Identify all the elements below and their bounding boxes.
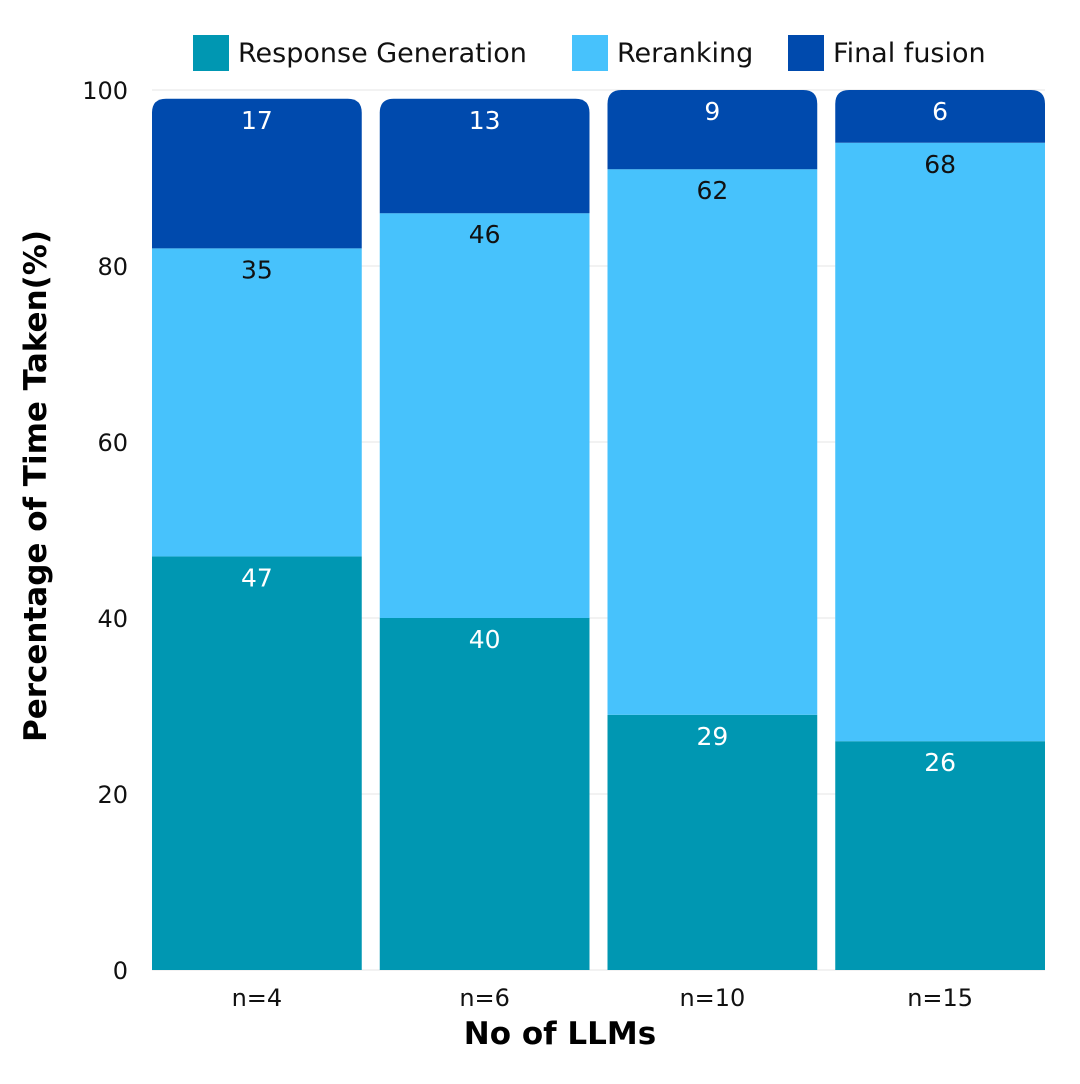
legend-swatch	[193, 35, 229, 71]
data-label: 9	[704, 97, 720, 126]
bar-segment	[835, 741, 1045, 970]
legend: Response Generation Reranking Final fusion	[193, 35, 986, 71]
bar-segment	[607, 714, 818, 970]
data-label: 40	[469, 625, 501, 654]
data-labels: 47 35 17 40 46 13 29 62 9 26 68 6	[241, 97, 956, 777]
y-tick-label: 100	[82, 77, 128, 105]
x-tick-label: n=6	[459, 984, 510, 1012]
data-label: 13	[469, 106, 501, 135]
x-tick-label: n=10	[679, 984, 745, 1012]
data-label: 68	[924, 150, 956, 179]
y-axis-title: Percentage of Time Taken(%)	[18, 230, 54, 742]
y-tick-label: 0	[113, 957, 128, 985]
legend-swatch	[788, 35, 824, 71]
y-tick-label: 80	[97, 253, 128, 281]
data-label: 62	[696, 176, 728, 205]
bars	[152, 90, 1045, 970]
y-tick-label: 60	[97, 429, 128, 457]
x-axis-ticks: n=4 n=6 n=10 n=15	[232, 984, 973, 1012]
bar-segment	[379, 213, 590, 618]
legend-label: Final fusion	[833, 38, 986, 69]
legend-label: Reranking	[617, 38, 753, 69]
legend-label: Response Generation	[238, 38, 527, 69]
bar-segment	[607, 169, 818, 715]
bar-segment	[379, 98, 590, 214]
bar-segment	[835, 90, 1045, 143]
y-tick-label: 40	[97, 605, 128, 633]
data-label: 35	[241, 255, 273, 284]
y-tick-label: 20	[97, 781, 128, 809]
bar-segment	[152, 556, 362, 970]
x-tick-label: n=15	[907, 984, 973, 1012]
y-axis-ticks: 0 20 40 60 80 100	[82, 77, 128, 985]
x-axis-title: No of LLMs	[464, 1016, 656, 1052]
bar-segment	[379, 618, 590, 970]
data-label: 46	[469, 220, 501, 249]
bar-segment	[607, 90, 818, 170]
data-label: 26	[924, 748, 956, 777]
bar-segment	[152, 98, 362, 249]
data-label: 6	[932, 97, 948, 126]
data-label: 17	[241, 106, 273, 135]
bar-segment	[152, 248, 362, 557]
data-label: 29	[696, 722, 728, 751]
data-label: 47	[241, 563, 273, 592]
bar-segment	[835, 142, 1045, 742]
legend-swatch	[572, 35, 608, 71]
x-tick-label: n=4	[232, 984, 283, 1012]
